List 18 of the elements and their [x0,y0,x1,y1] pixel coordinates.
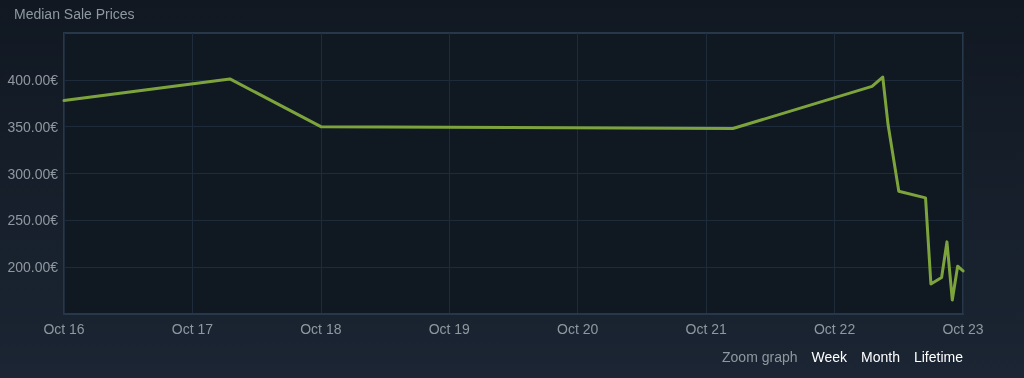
x-tick-label: Oct 20 [557,321,599,337]
chart-title: Median Sale Prices [14,6,135,22]
x-tick-label: Oct 19 [428,321,471,337]
y-tick-label: 200.00€ [7,259,59,276]
y-tick-label: 300.00€ [7,165,59,182]
x-tick-label: Oct 18 [300,321,342,337]
x-tick-label: Oct 22 [813,321,856,337]
text: Lifetime [913,349,963,365]
y-tick-label: 250.00€ [7,212,59,229]
x-tick-label: Oct 16 [43,321,85,337]
text: Zoom graph [722,349,798,365]
text: Month [861,349,900,365]
x-tick-label: Oct 17 [171,321,214,337]
x-tick-label: Oct 21 [685,321,727,337]
x-tick-label: Oct 23 [942,321,984,337]
y-tick-label: 400.00€ [7,71,59,88]
text: Week [811,349,848,365]
y-tick-label: 350.00€ [7,118,59,135]
